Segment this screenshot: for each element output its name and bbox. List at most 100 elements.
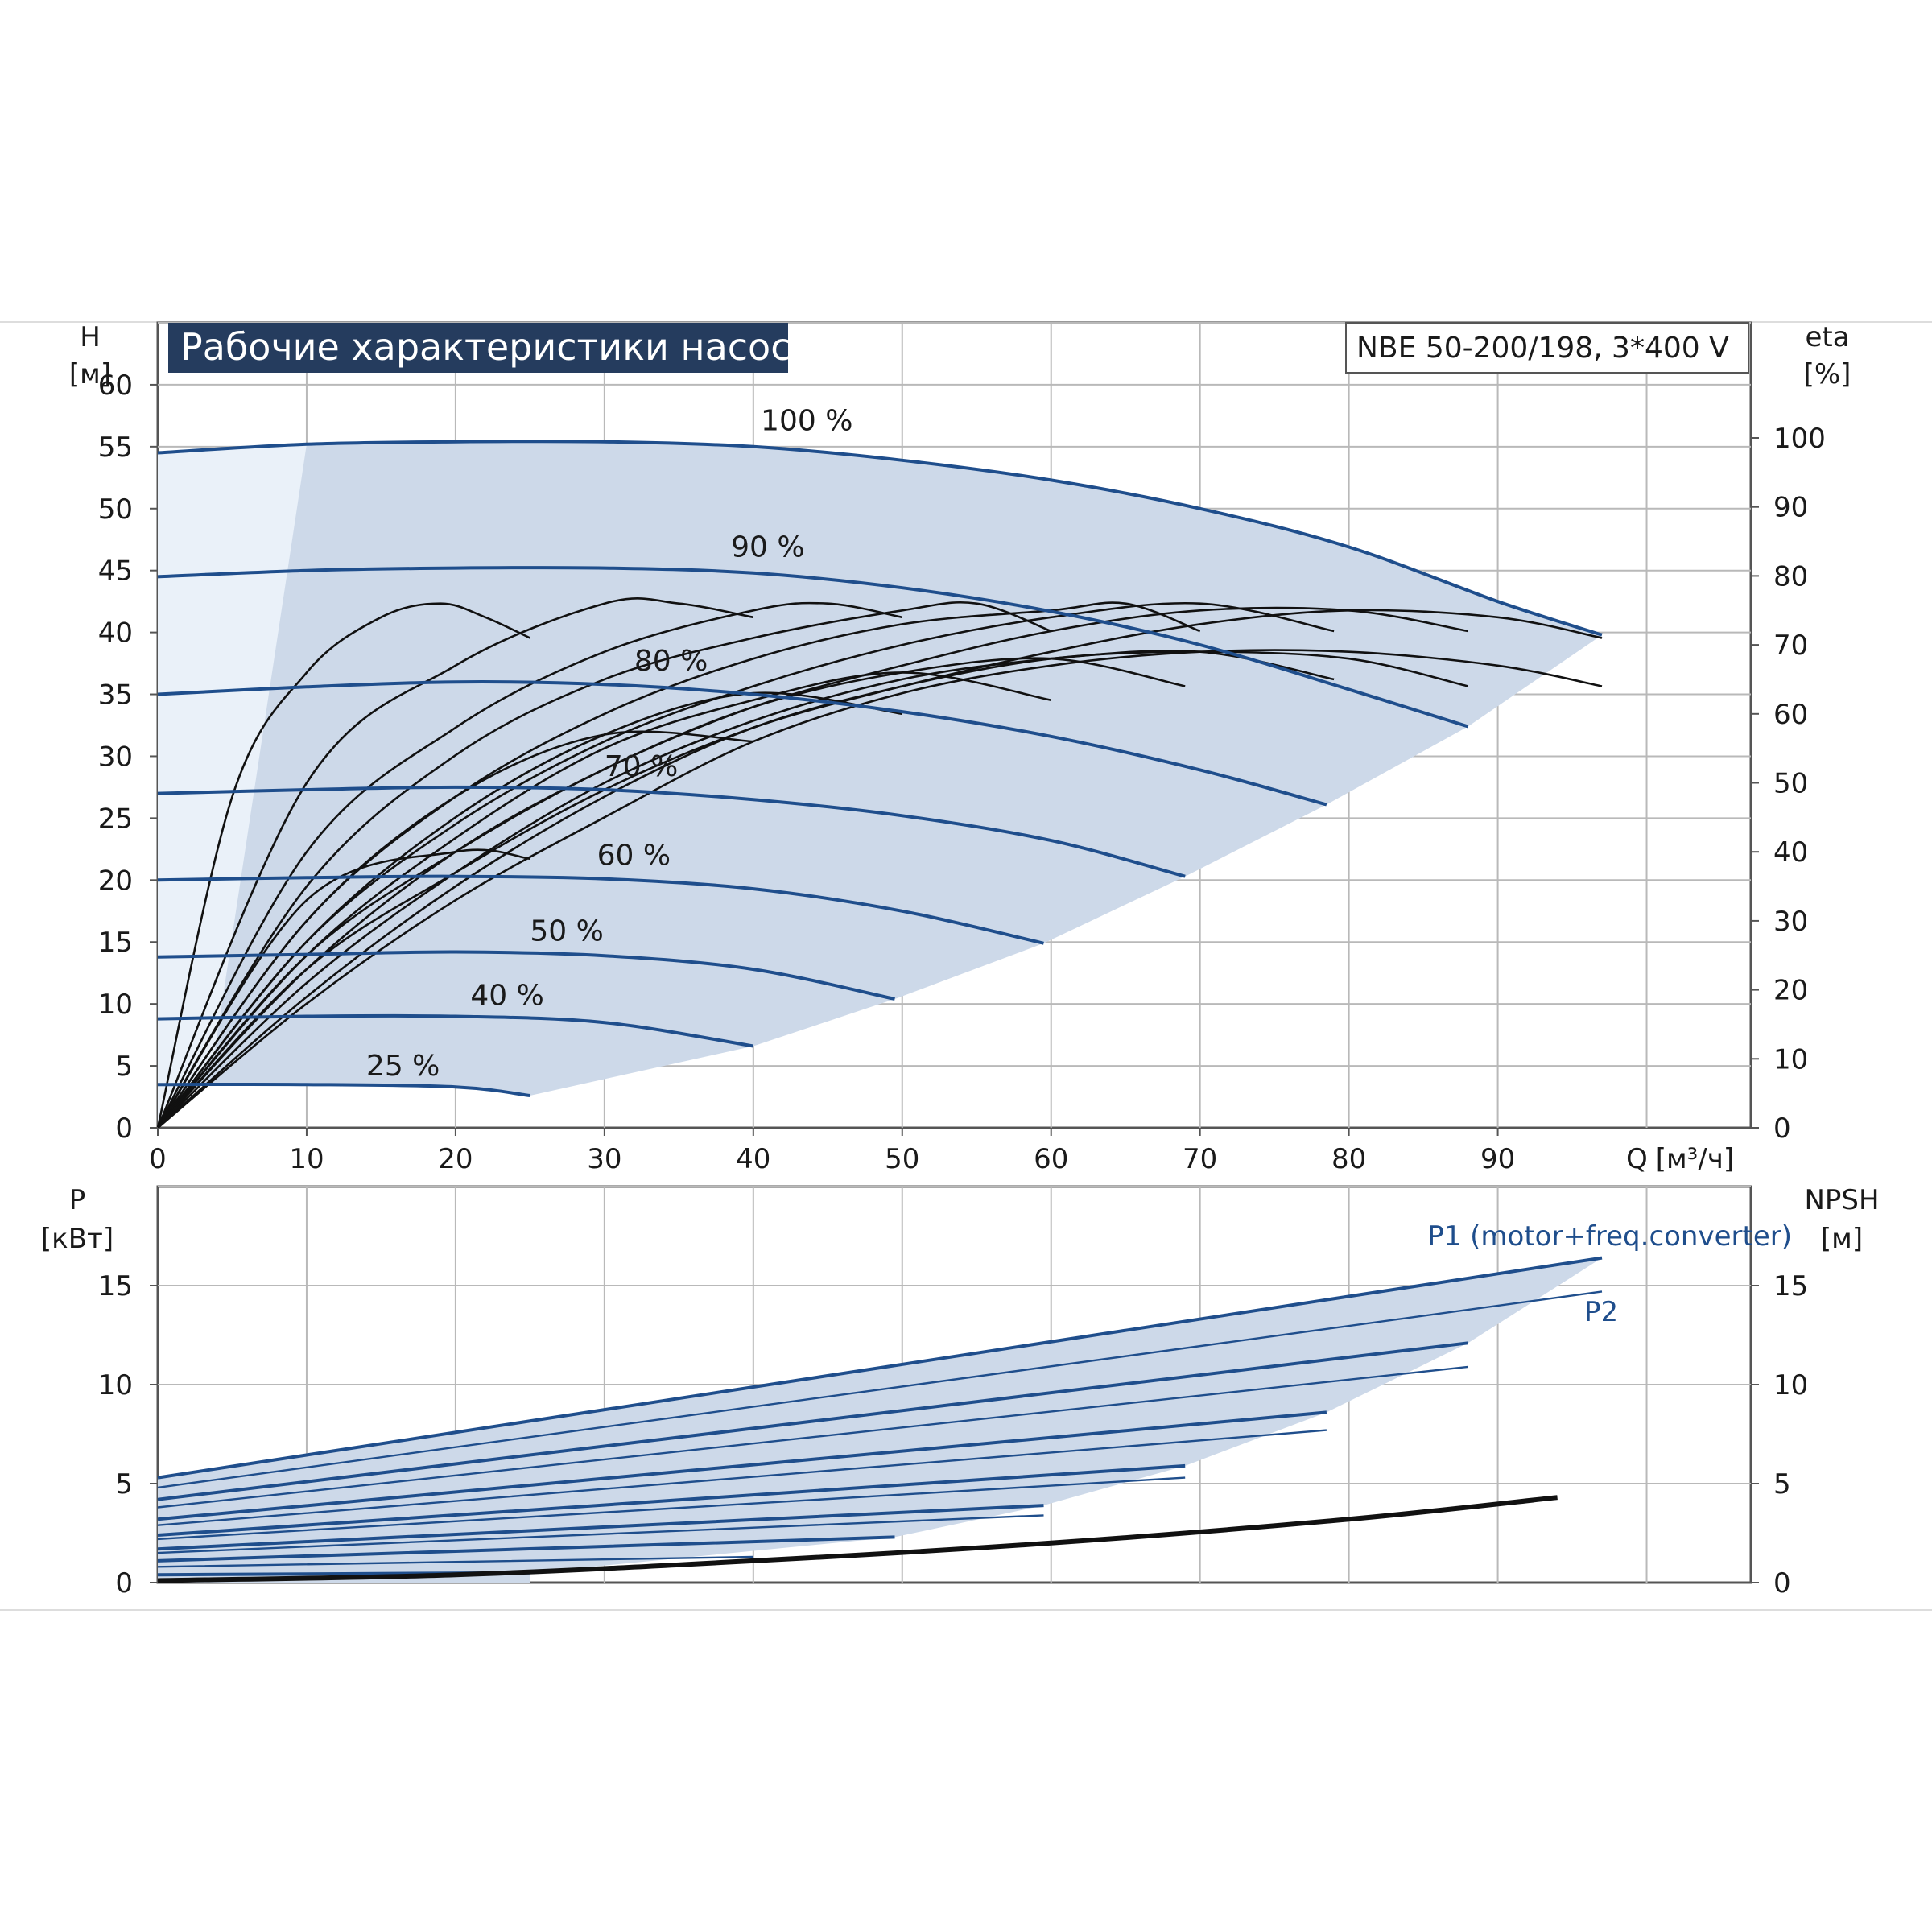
power-curve	[157, 1504, 1044, 1551]
flow-tick-label: 10	[289, 1143, 324, 1175]
flow-tick-label: 20	[438, 1143, 473, 1175]
flow-tick-label: 40	[736, 1143, 770, 1175]
power-tick-label: 10	[98, 1369, 133, 1402]
head-tick-label: 35	[98, 679, 133, 712]
model-label: NBE 50-200/198, 3*400 V	[1356, 332, 1729, 365]
npsh-tick-label: 10	[1773, 1369, 1808, 1402]
npsh-tick-label: 5	[1773, 1468, 1791, 1501]
npsh-axis-unit: [м]	[1821, 1223, 1863, 1255]
eta-tick-label: 0	[1773, 1113, 1791, 1145]
power-curve	[157, 1341, 1468, 1501]
power-curve	[157, 1555, 753, 1568]
power-curve	[157, 1410, 1327, 1521]
efficiency-curve	[156, 601, 903, 1129]
head-curve	[157, 440, 1603, 637]
head-tick-label: 10	[98, 989, 133, 1021]
power-axis-label: P	[69, 1184, 86, 1216]
flow-tick-label: 60	[1034, 1143, 1068, 1175]
speed-label: 60 %	[597, 840, 671, 873]
eta-tick-label: 100	[1773, 423, 1826, 455]
p1-curve-label: P1 (motor+freq.converter)	[1427, 1220, 1792, 1253]
flow-axis-label: Q [м³/ч]	[1626, 1143, 1734, 1175]
npsh-curves	[157, 1495, 1558, 1583]
npsh-curve	[157, 1495, 1558, 1583]
head-curves	[157, 440, 1603, 1097]
head-curve	[157, 1082, 530, 1097]
head-panel: 100 % 90 % 80 % 70 % 60 % 50 % 40 % 25 % 0 5 10 15…	[69, 321, 1852, 1175]
npsh-tick-label: 15	[1773, 1270, 1808, 1302]
eta-tick-label: 90	[1773, 492, 1808, 524]
head-curve	[157, 874, 1044, 945]
power-axis-unit: [кВт]	[41, 1223, 114, 1255]
head-tick-label: 5	[115, 1051, 133, 1083]
eta-tick-label: 10	[1773, 1043, 1808, 1075]
head-tick-label: 50	[98, 493, 133, 526]
power-curve	[157, 1476, 1186, 1541]
flow-tick-label: 0	[149, 1143, 167, 1175]
power-curves	[157, 1256, 1603, 1577]
power-curve	[157, 1290, 1603, 1489]
chart-title: Рабочие характеристики насоса	[180, 325, 814, 369]
speed-label: 50 %	[530, 915, 603, 948]
efficiency-curve	[157, 650, 1335, 1129]
speed-label: 90 %	[731, 531, 804, 564]
eta-tick-label: 70	[1773, 630, 1808, 662]
flow-tick-label: 80	[1331, 1143, 1366, 1175]
power-curve	[157, 1365, 1468, 1509]
head-tick-label: 0	[115, 1113, 133, 1145]
efficiency-curve	[157, 657, 1186, 1129]
head-tick-label: 30	[98, 741, 133, 773]
speed-label: 70 %	[605, 750, 678, 783]
speed-label: 25 %	[366, 1050, 440, 1083]
head-tick-label: 55	[98, 431, 133, 464]
head-tick-label: 15	[98, 927, 133, 959]
power-ticks: 0 5 10 15 0 5 10 15	[98, 1270, 1809, 1600]
head-curve	[157, 680, 1327, 807]
efficiency-curve	[156, 602, 530, 1129]
flow-tick-label: 90	[1480, 1143, 1515, 1175]
efficiency-curve	[156, 730, 753, 1129]
head-tick-label: 60	[98, 369, 133, 402]
power-tick-label: 0	[115, 1567, 133, 1600]
efficiency-curve	[156, 597, 754, 1129]
eta-axis-unit: [%]	[1804, 358, 1852, 390]
power-panel: 0 5 10 15 0 5 10 15 P [кВт] NPSH [м] P1 (motor+…	[41, 1184, 1880, 1600]
p2-curve-label: P2	[1584, 1296, 1618, 1328]
speed-labels: 100 % 90 % 80 % 70 % 60 % 50 % 40 % 25 %	[366, 405, 853, 1084]
head-ticks: 0 5 10 15 20 25 30 35 40 45 50 55 60 0 10 20 30 40 50 60 70 8…	[98, 369, 1826, 1175]
speed-label: 100 %	[761, 405, 852, 438]
model-box	[1345, 322, 1749, 374]
power-curve	[157, 1514, 1044, 1554]
flow-axis-unit: [м³/ч]	[1656, 1143, 1734, 1175]
eta-axis-label: eta	[1805, 321, 1849, 353]
chart-title-box	[168, 323, 788, 373]
head-tick-label: 40	[98, 617, 133, 650]
power-area-fill	[158, 1257, 1603, 1583]
head-axis-unit: [м]	[69, 358, 111, 390]
head-curve	[157, 566, 1469, 729]
eta-tick-label: 40	[1773, 836, 1808, 869]
flow-tick-label: 70	[1183, 1143, 1217, 1175]
eta-tick-label: 30	[1773, 906, 1808, 938]
operating-area-fill	[158, 441, 1602, 1096]
power-area	[158, 1257, 1603, 1583]
npsh-axis-label: NPSH	[1804, 1184, 1879, 1216]
flow-tick-label: 50	[885, 1143, 919, 1175]
flow-axis-symbol: Q	[1626, 1143, 1648, 1175]
eta-tick-label: 20	[1773, 975, 1808, 1007]
power-curve	[157, 1429, 1327, 1526]
power-curve	[157, 1535, 895, 1563]
head-axis-label: H	[80, 321, 101, 353]
eta-tick-label: 60	[1773, 699, 1808, 731]
head-tick-label: 20	[98, 865, 133, 897]
head-curve	[157, 950, 895, 1001]
flow-tick-label: 30	[587, 1143, 621, 1175]
eta-tick-label: 80	[1773, 560, 1808, 592]
npsh-tick-label: 0	[1773, 1567, 1791, 1600]
power-curve	[157, 1463, 1186, 1537]
efficiency-curve	[156, 601, 1052, 1129]
efficiency-curves	[156, 597, 1603, 1129]
head-tick-label: 45	[98, 555, 133, 588]
head-curve	[157, 1013, 754, 1048]
